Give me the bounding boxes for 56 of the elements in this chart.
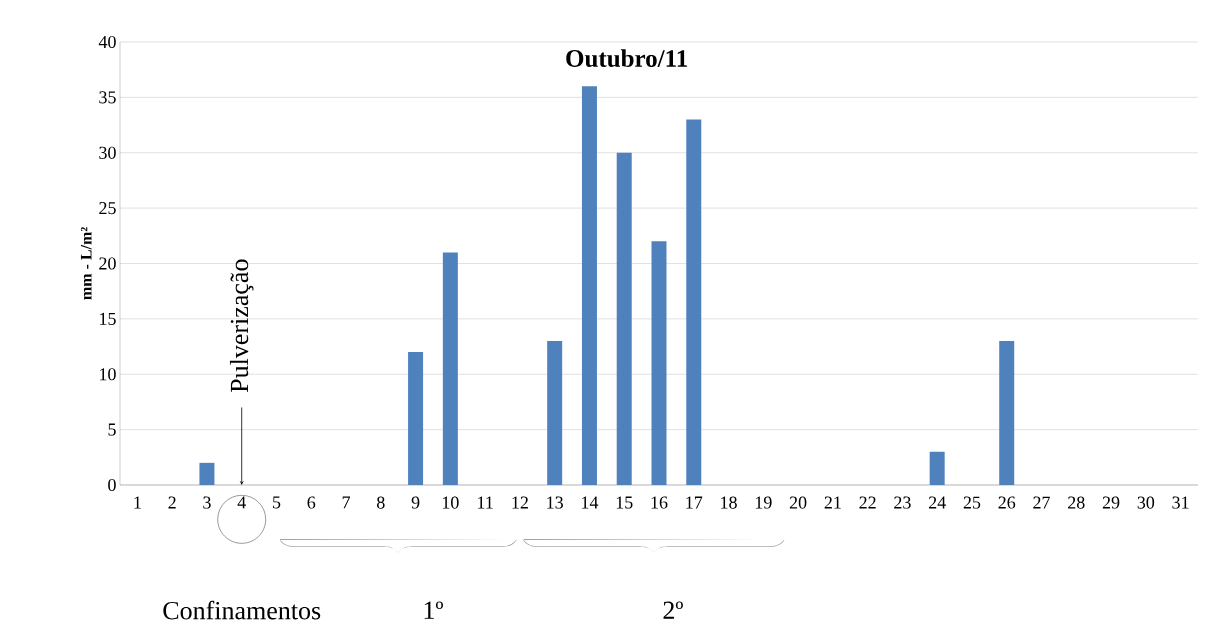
x-tick-label: 10 — [442, 496, 459, 509]
x-tick-label: 12 — [512, 496, 528, 509]
x-tick-label: 14 — [582, 496, 599, 509]
x-tick-label: 4 — [237, 496, 246, 509]
text: 2º — [663, 601, 683, 619]
x-tick-label: 21 — [824, 496, 841, 509]
annotation: Pulverização — [229, 259, 254, 393]
x-tick-label: 16 — [651, 496, 668, 509]
x-tick-label: 15 — [616, 496, 633, 509]
x-tick-label: 9 — [411, 496, 420, 509]
x-tick-label: 13 — [547, 496, 563, 509]
x-tick-label: 11 — [478, 496, 493, 509]
x-tick-label: 7 — [342, 496, 351, 509]
bar — [651, 241, 667, 485]
bar — [999, 341, 1015, 485]
x-tick-label: 3 — [203, 496, 211, 509]
text: 1º — [424, 601, 444, 619]
x-tick-label: 29 — [1102, 496, 1120, 509]
x-tick-label: 17 — [686, 496, 703, 509]
x-tick-label: 31 — [1172, 496, 1189, 509]
bar — [408, 352, 424, 485]
x-tick-label: 8 — [377, 496, 385, 509]
x-tick-label: 28 — [1068, 496, 1085, 509]
x-tick-label: 25 — [963, 496, 981, 509]
bar — [581, 86, 597, 485]
x-tick-label: 22 — [859, 496, 876, 509]
y-tick-label: 20 — [99, 257, 116, 270]
y-axis-title: mm - L/m² — [80, 227, 92, 300]
x-tick-label: 19 — [755, 496, 772, 509]
bar — [442, 252, 458, 485]
x-tick-label: 5 — [273, 496, 281, 509]
bar — [686, 119, 702, 485]
y-tick-label: 0 — [108, 478, 116, 492]
x-tick-label: 24 — [928, 496, 946, 509]
x-tick-label: 27 — [1033, 496, 1050, 509]
y-tick-label: 40 — [98, 35, 116, 49]
y-tick-label: 5 — [108, 423, 116, 436]
x-tick-label: 30 — [1137, 496, 1155, 509]
y-tick-label: 30 — [99, 146, 116, 159]
text: Confinamentos — [163, 600, 321, 620]
y-tick-label: 25 — [99, 202, 116, 215]
x-tick-label: 6 — [307, 496, 316, 509]
y-tick-label: 15 — [100, 312, 116, 325]
x-tick-label: 20 — [789, 496, 807, 509]
x-tick-label: 1 — [134, 496, 141, 509]
bar — [199, 462, 215, 485]
y-tick-label: 35 — [99, 91, 116, 104]
y-tick-label: 10 — [100, 368, 116, 381]
bar — [929, 451, 945, 485]
x-tick-label: 23 — [894, 496, 911, 509]
bar — [616, 152, 632, 485]
x-tick-label: 26 — [998, 496, 1016, 509]
x-tick-label: 18 — [721, 496, 737, 509]
x-tick-label: 2 — [168, 496, 176, 509]
bar — [547, 341, 563, 485]
chart-title: Outubro/11 — [566, 49, 687, 67]
